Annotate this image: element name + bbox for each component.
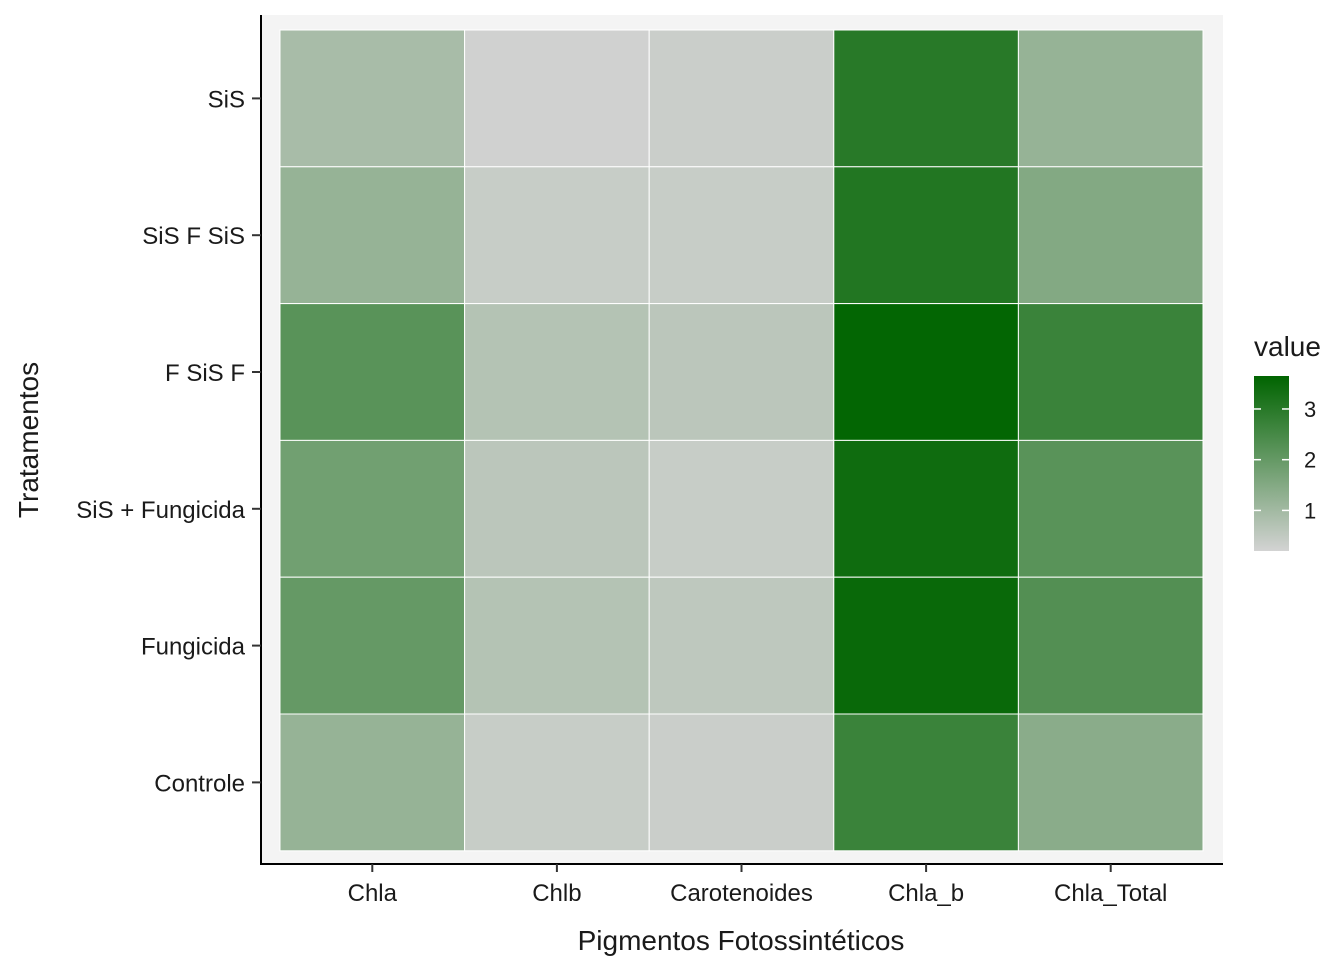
x-tick-label: Carotenoides	[670, 880, 813, 907]
heatmap-cell	[279, 303, 466, 441]
x-tick-label: Chlb	[532, 880, 581, 907]
heatmap-cell	[648, 166, 835, 305]
legend-tick-label: 1	[1304, 498, 1316, 523]
heatmap-cell	[279, 29, 466, 168]
x-tick-label: Chla	[348, 880, 398, 907]
y-tick-label: F SiS F	[165, 360, 245, 387]
y-tick-label: Fungicida	[141, 634, 246, 661]
heatmap-cell	[1017, 576, 1204, 715]
heatmap-cell	[1017, 439, 1204, 578]
heatmap-cell	[464, 439, 650, 578]
x-tick-label: Chla_Total	[1054, 880, 1167, 907]
heatmap-cell	[833, 713, 1019, 852]
heatmap-cell	[1017, 303, 1204, 441]
heatmap-cell	[648, 29, 835, 168]
legend-tick-label: 3	[1304, 397, 1316, 422]
heatmap-cell	[648, 439, 835, 578]
y-axis-ticks: SiS SiS F SiS F SiS F SiS + Fungicida Fungic…	[76, 86, 261, 797]
heatmap-cell	[464, 576, 650, 715]
heatmap-cell	[1017, 713, 1204, 852]
heatmap-cell	[1017, 29, 1204, 168]
legend-tick-label: 2	[1304, 448, 1316, 473]
heatmap-cell	[279, 576, 466, 715]
heatmap-cell	[464, 166, 650, 305]
y-axis-title: Tratamentos	[13, 362, 44, 518]
y-tick-label: SiS + Fungicida	[76, 497, 245, 524]
x-axis-title: Pigmentos Fotossintéticos	[578, 925, 905, 956]
heatmap-cell	[833, 439, 1019, 578]
heatmap-cell	[464, 29, 650, 168]
heatmap-cell	[279, 166, 466, 305]
heatmap-cell	[648, 576, 835, 715]
legend-title: value	[1254, 331, 1321, 362]
legend-colorbar	[1254, 376, 1289, 551]
heatmap-cell	[833, 166, 1019, 305]
heatmap-cell	[833, 576, 1019, 715]
color-legend: value 1 2 3	[1254, 331, 1321, 551]
heatmap-cell	[464, 303, 650, 441]
x-tick-label: Chla_b	[888, 880, 964, 907]
x-axis-ticks: Chla Chlb Carotenoides Chla_b Chla_Total	[348, 864, 1167, 907]
heatmap-cell	[279, 439, 466, 578]
y-tick-label: SiS F SiS	[142, 223, 245, 250]
heatmap-cell	[833, 29, 1019, 168]
heatmap-cell	[833, 303, 1019, 441]
heatmap-cell	[648, 713, 835, 852]
heatmap-cell	[464, 713, 650, 852]
heatmap-cell	[279, 713, 466, 852]
heatmap-cell	[1017, 166, 1204, 305]
y-tick-label: Controle	[154, 770, 245, 797]
y-tick-label: SiS	[208, 86, 245, 113]
legend-ticks: 1 2 3	[1254, 397, 1316, 523]
heatmap-cell	[648, 303, 835, 441]
heatmap-cells	[279, 29, 1204, 852]
